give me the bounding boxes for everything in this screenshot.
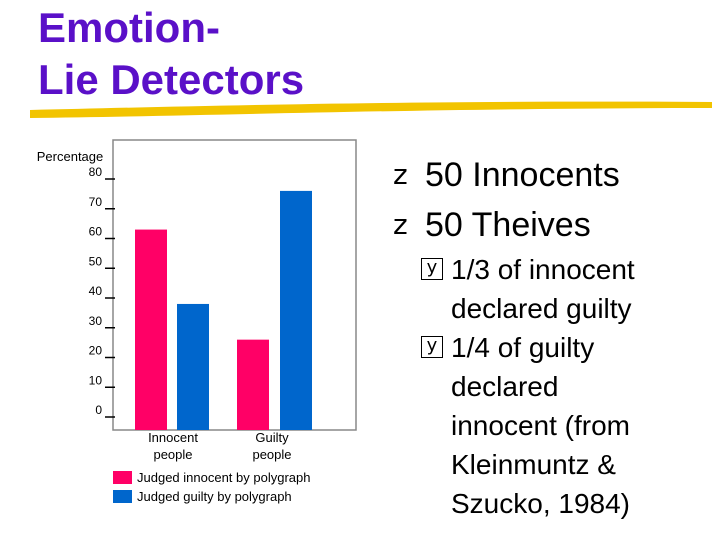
category-label: Guilty [255,430,289,445]
bullet-list: z 50 Innocents z 50 Theives y 1/3 of inn… [393,150,718,523]
checkbox-marker-icon: y [421,258,443,280]
y-axis-label: Percentage [37,149,104,164]
sub-bullet-guilty-innocent: y 1/4 of guilty declared innocent (from … [421,328,718,523]
title-line-2: Lie Detectors [38,56,305,103]
category-label: Innocent [148,430,198,445]
y-tick-label: 20 [89,344,103,358]
bullet-marker-icon: z [393,158,408,191]
y-tick-label: 60 [89,225,103,239]
y-tick-label: 70 [89,195,103,209]
sub-bullet-text: 1/3 of innocent declared guilty [451,254,635,324]
bullet-marker-icon: z [393,208,408,241]
slide-title: Emotion- Lie Detectors [38,2,304,106]
bar-judged-guilty [177,303,209,430]
title-line-1: Emotion- [38,4,220,51]
y-tick-label: 80 [89,165,103,179]
bar-judged-innocent [237,339,269,430]
sub-bullet-text: 1/4 of guilty declared innocent (from Kl… [451,332,630,519]
y-tick-label: 50 [89,254,103,268]
bar-chart: Percentage 0 10 20 30 40 50 60 70 80 Innocent peo… [37,139,357,504]
checkbox-marker-icon: y [421,336,443,358]
y-tick-label: 0 [95,403,102,417]
category-label: people [153,447,192,462]
legend-label: Judged innocent by polygraph [137,470,310,485]
title-underline [30,101,712,118]
bar-judged-guilty [280,190,312,430]
y-tick-label: 30 [89,314,103,328]
y-tick-label: 10 [89,373,103,387]
sub-bullet-innocent-guilty: y 1/3 of innocent declared guilty [421,250,718,328]
bullet-innocents: z 50 Innocents [393,150,718,200]
legend-swatch [113,471,132,484]
legend-swatch [113,490,132,503]
legend-label: Judged guilty by polygraph [137,489,292,504]
y-tick-label: 40 [89,284,103,298]
category-label: people [252,447,291,462]
bullet-text: 50 Innocents [425,156,620,194]
bar-judged-innocent [135,229,167,430]
plot-frame [112,139,357,431]
bullet-text: 50 Theives [425,206,591,244]
bullet-thieves: z 50 Theives [393,200,718,250]
